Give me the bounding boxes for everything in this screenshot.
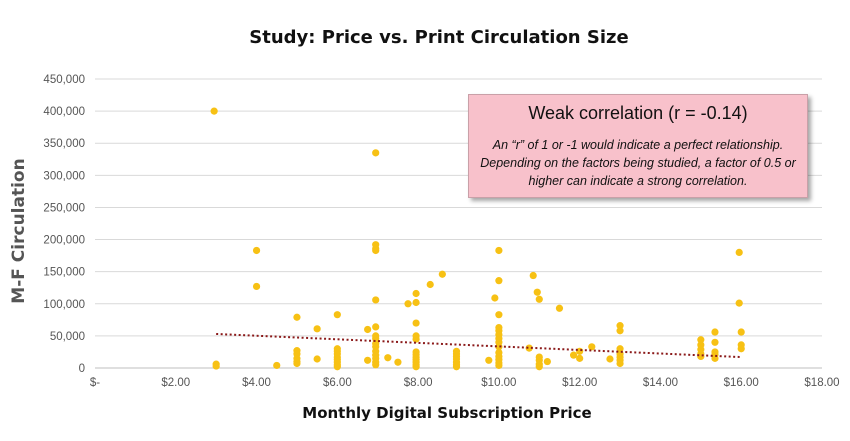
data-point xyxy=(495,246,503,255)
data-point xyxy=(711,338,719,346)
data-point xyxy=(412,289,420,298)
data-point xyxy=(372,296,380,304)
data-point xyxy=(485,356,493,364)
data-point xyxy=(452,363,461,371)
data-point xyxy=(313,325,321,333)
chart-title: Study: Price vs. Print Circulation Size xyxy=(249,27,628,48)
data-point xyxy=(737,328,745,336)
data-point xyxy=(252,246,261,255)
data-point xyxy=(616,345,624,353)
data-point xyxy=(293,359,301,368)
x-tick-label: $2.00 xyxy=(161,377,190,389)
x-tick-label: $12.00 xyxy=(562,377,597,389)
data-point xyxy=(616,359,624,368)
correlation-callout: Weak correlation (r = -0.14) An “r” of 1… xyxy=(468,94,808,198)
data-point xyxy=(333,363,341,371)
data-point xyxy=(555,304,564,312)
data-point xyxy=(543,357,551,366)
data-point xyxy=(210,107,218,115)
y-tick-label: 200,000 xyxy=(43,235,85,247)
data-point xyxy=(293,313,301,321)
x-tick-label: $6.00 xyxy=(323,377,352,389)
y-tick-label: 250,000 xyxy=(43,202,85,214)
data-point xyxy=(576,354,584,362)
data-point xyxy=(535,295,543,303)
data-point xyxy=(404,300,412,308)
x-tick-label: $14.00 xyxy=(643,377,678,389)
data-point xyxy=(711,328,719,336)
data-point xyxy=(364,325,372,334)
data-point xyxy=(495,361,503,370)
data-point xyxy=(535,363,543,371)
y-tick-label: 450,000 xyxy=(43,74,85,86)
data-point xyxy=(372,323,380,331)
data-point xyxy=(438,270,446,278)
data-point xyxy=(333,311,341,319)
callout-title: Weak correlation (r = -0.14) xyxy=(528,103,748,123)
x-tick-label: $10.00 xyxy=(481,377,516,389)
y-tick-label: 0 xyxy=(79,363,85,375)
data-point xyxy=(616,322,624,330)
data-point xyxy=(529,271,537,280)
x-tick-label: $16.00 xyxy=(724,377,759,389)
y-tick-label: 300,000 xyxy=(43,170,85,182)
trendline xyxy=(216,332,742,359)
x-tick-label: $4.00 xyxy=(242,377,271,389)
data-point xyxy=(697,336,705,344)
data-point xyxy=(735,248,743,256)
data-point xyxy=(313,355,321,363)
data-point xyxy=(606,355,614,363)
x-tick-label: $18.00 xyxy=(804,377,839,389)
data-point xyxy=(697,352,705,361)
data-point xyxy=(212,362,220,370)
data-point xyxy=(737,345,745,353)
y-axis-label: M-F Circulation xyxy=(9,158,29,303)
x-axis-ticks: $- $2.00 $4.00 $6.00 $8.00 $10.00 $12.00 $14.00… xyxy=(90,377,840,389)
data-point xyxy=(412,319,420,327)
y-tick-label: 400,000 xyxy=(43,106,85,118)
x-tick-label: $- xyxy=(90,377,100,389)
data-point xyxy=(372,149,380,157)
data-point xyxy=(426,280,434,289)
data-point xyxy=(394,358,402,366)
data-point xyxy=(735,299,743,307)
y-tick-label: 350,000 xyxy=(43,138,85,150)
data-point xyxy=(495,311,503,319)
data-point xyxy=(616,327,624,335)
data-point xyxy=(372,246,380,255)
y-tick-label: 50,000 xyxy=(50,331,85,343)
data-point xyxy=(412,298,420,307)
y-tick-label: 150,000 xyxy=(43,267,85,279)
callout-text: An “r” of 1 or -1 would indicate a perfe… xyxy=(480,138,796,188)
data-point xyxy=(364,356,372,364)
x-axis-label: Monthly Digital Subscription Price xyxy=(302,404,591,422)
data-point xyxy=(252,282,261,291)
data-point xyxy=(495,343,503,351)
data-point xyxy=(495,277,503,285)
data-point xyxy=(273,361,281,370)
data-point xyxy=(384,354,392,362)
data-point xyxy=(570,351,578,359)
data-point xyxy=(576,347,584,355)
x-tick-label: $8.00 xyxy=(404,377,433,389)
data-point xyxy=(372,361,380,369)
data-point xyxy=(525,344,533,352)
data-point xyxy=(533,288,541,296)
grid-lines xyxy=(95,78,822,369)
data-point xyxy=(412,363,420,371)
data-point xyxy=(491,294,499,302)
data-point xyxy=(412,335,420,343)
data-points xyxy=(210,107,745,371)
y-axis-ticks: 0 50,000 100,000 150,000 200,000 250,000 300,0… xyxy=(43,74,85,375)
y-tick-label: 100,000 xyxy=(43,299,85,311)
data-point xyxy=(588,343,596,351)
